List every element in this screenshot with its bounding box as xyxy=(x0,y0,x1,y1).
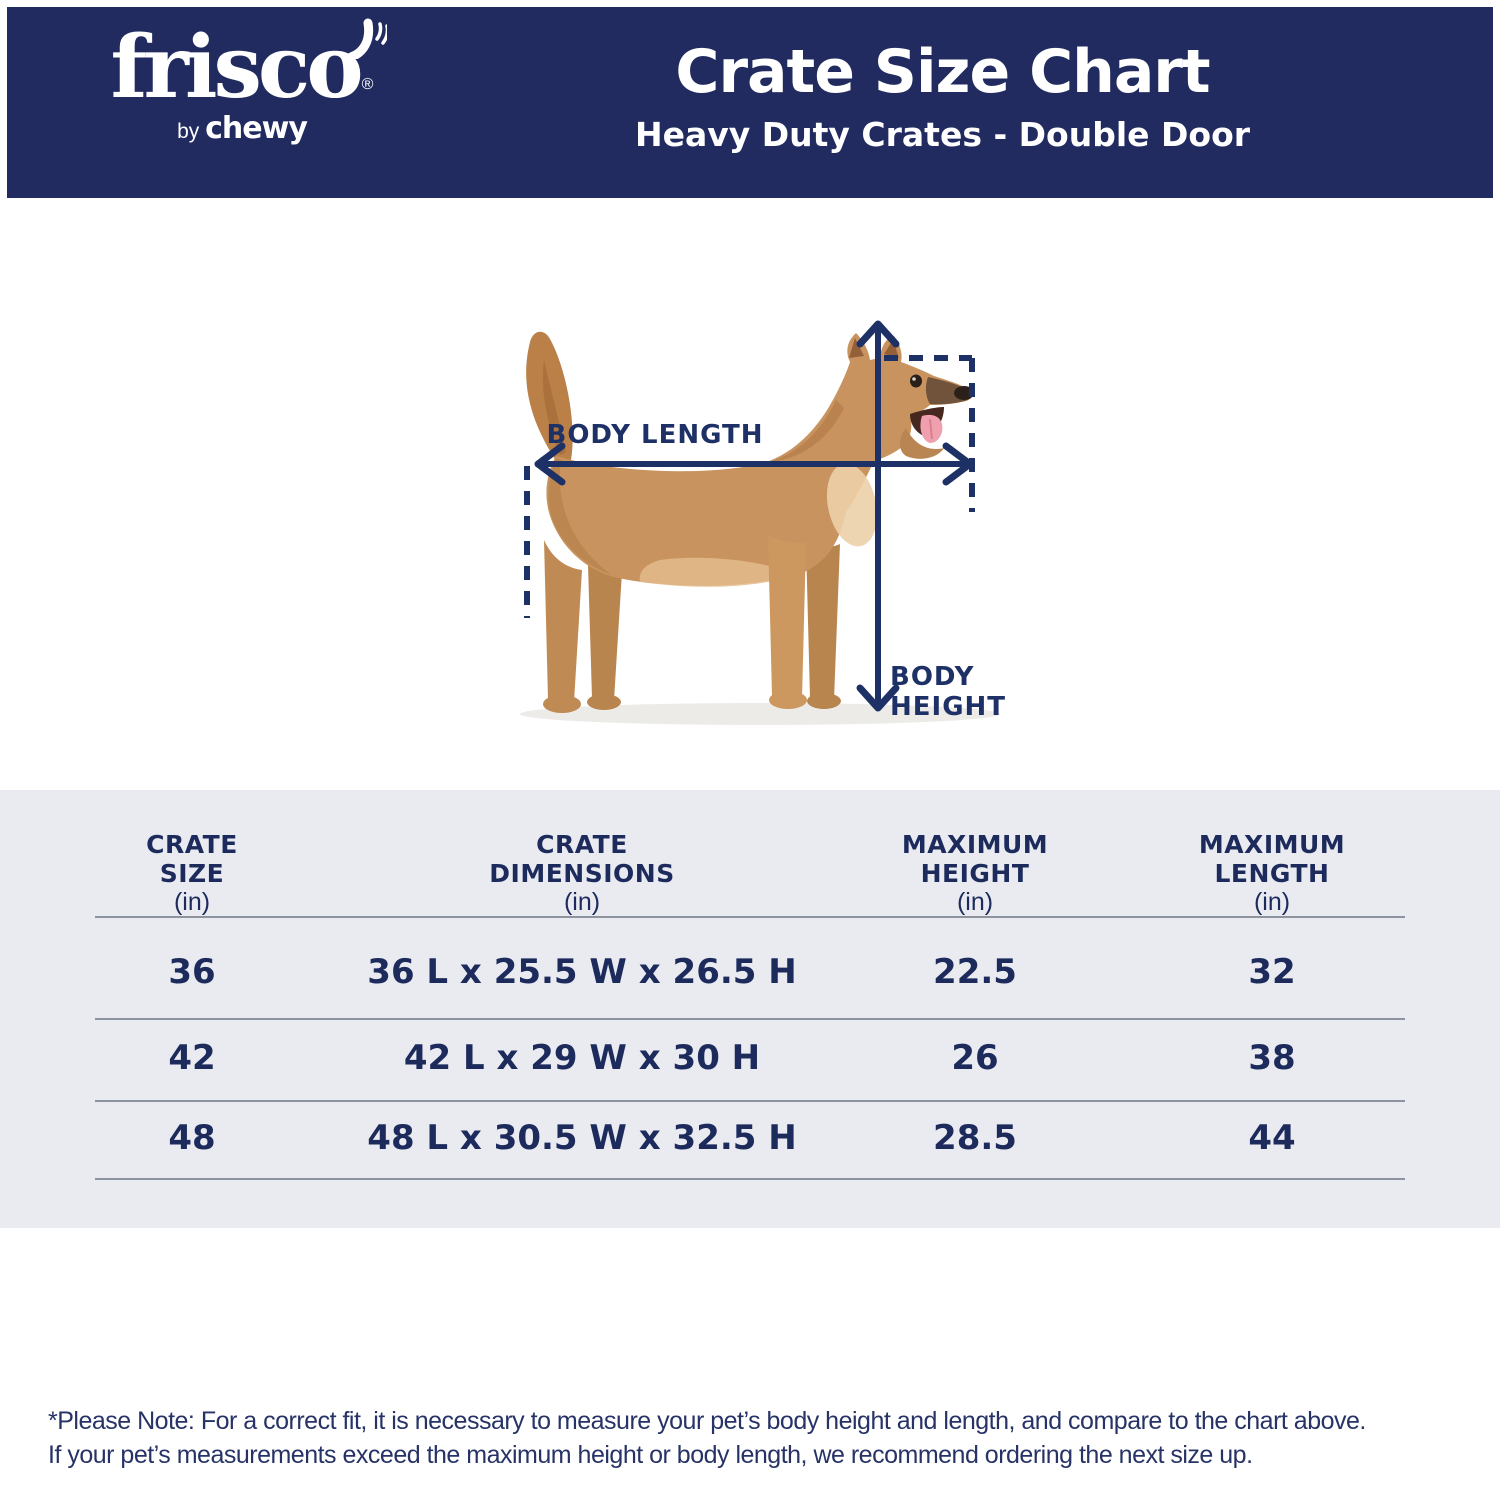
byline: by chewy xyxy=(87,111,397,146)
dog-near-front-leg xyxy=(768,535,806,698)
body-length-label: BODY LENGTH xyxy=(546,420,764,450)
chewy-wordmark: chewy xyxy=(205,111,308,146)
registered-mark: ® xyxy=(361,76,374,93)
byline-by: by xyxy=(177,120,200,143)
dog-lower-jaw xyxy=(899,428,944,459)
frisco-wordmark: frisco ® xyxy=(111,18,388,111)
measurement-guide-dashes xyxy=(524,355,975,618)
cell-crate-dimensions: 42 L x 29 W x 30 H xyxy=(403,1038,761,1078)
column-header-crate-dimensions: CRATE DIMENSIONS (in) xyxy=(489,830,675,916)
dog-eye xyxy=(910,374,922,388)
body-height-label: BODY HEIGHT xyxy=(890,662,1007,722)
cell-maximum-length: 44 xyxy=(1248,1118,1296,1158)
column-header-maximum-height: MAXIMUM HEIGHT (in) xyxy=(901,830,1049,916)
dog-ear-inner-right xyxy=(884,340,899,358)
body-length-arrow xyxy=(534,442,974,486)
dog-measurement-diagram xyxy=(520,320,1000,725)
frisco-logo: frisco ® by chewy xyxy=(87,18,397,146)
table-divider xyxy=(95,916,1405,918)
dog-body xyxy=(546,333,972,586)
footnote-line-1: *Please Note: For a correct fit, it is n… xyxy=(48,1407,1366,1435)
dog-far-front-leg xyxy=(806,544,840,700)
table-divider xyxy=(95,1100,1405,1102)
page-title: Crate Size Chart xyxy=(675,37,1210,107)
footnote-line-2: If your pet’s measurements exceed the ma… xyxy=(48,1441,1253,1469)
logo-tail-icon xyxy=(347,18,388,59)
page-subtitle: Heavy Duty Crates - Double Door xyxy=(634,115,1251,154)
dog-far-rear-leg xyxy=(588,565,622,700)
cell-crate-dimensions: 36 L x 25.5 W x 26.5 H xyxy=(367,952,797,992)
dog-photo xyxy=(520,331,1000,725)
header-titles: Crate Size Chart Heavy Duty Crates - Dou… xyxy=(407,7,1478,154)
cell-maximum-length: 38 xyxy=(1248,1038,1296,1078)
cell-crate-size: 42 xyxy=(168,1038,216,1078)
column-header-maximum-length: MAXIMUM LENGTH (in) xyxy=(1198,830,1346,916)
body-height-arrow xyxy=(856,320,900,712)
cell-maximum-height: 22.5 xyxy=(933,952,1017,992)
frisco-wordmark-text: frisco xyxy=(110,17,364,118)
table-divider xyxy=(95,1178,1405,1180)
dog-ear-inner-left xyxy=(849,338,864,358)
size-table: CRATE SIZE (in) CRATE DIMENSIONS (in) MA… xyxy=(0,790,1500,1228)
footnote: *Please Note: For a correct fit, it is n… xyxy=(48,1404,1478,1472)
column-header-crate-size: CRATE SIZE (in) xyxy=(146,830,238,916)
dog-near-rear-leg xyxy=(544,540,582,702)
cell-maximum-length: 32 xyxy=(1248,952,1296,992)
table-divider xyxy=(95,1018,1405,1020)
cell-crate-size: 48 xyxy=(168,1118,216,1158)
cell-crate-dimensions: 48 L x 30.5 W x 32.5 H xyxy=(367,1118,797,1158)
cell-maximum-height: 26 xyxy=(951,1038,999,1078)
header-banner: frisco ® by chewy Crate Size Chart Heavy … xyxy=(7,7,1493,198)
cell-maximum-height: 28.5 xyxy=(933,1118,1017,1158)
cell-crate-size: 36 xyxy=(168,952,216,992)
